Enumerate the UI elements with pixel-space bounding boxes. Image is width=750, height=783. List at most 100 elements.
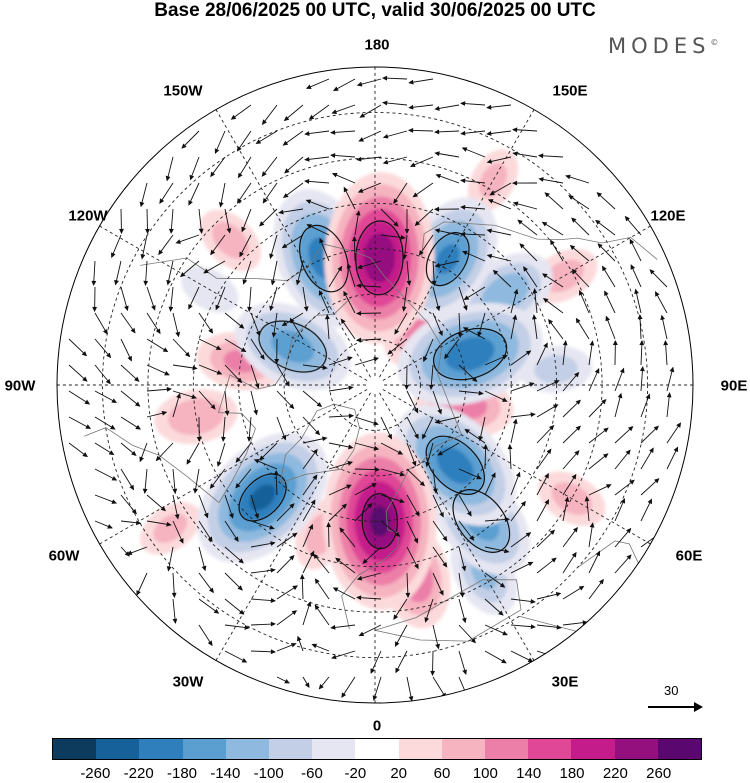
wind-vector-head xyxy=(464,428,470,434)
wind-vector-head xyxy=(210,404,216,410)
latitude-circle xyxy=(192,202,558,568)
wind-vector-head xyxy=(306,601,312,607)
wind-vector-head xyxy=(356,156,362,162)
wind-vector-head xyxy=(134,376,140,382)
wind-vector-head xyxy=(554,380,560,385)
wind-vector-head xyxy=(304,156,310,162)
wind-vector-head xyxy=(229,513,234,519)
wind-vector-head xyxy=(304,179,310,184)
wind-vector-head xyxy=(242,279,248,285)
colorbar-tick-label: 220 xyxy=(602,765,628,782)
wind-vector-head xyxy=(299,573,305,580)
wind-vector-head xyxy=(168,306,174,312)
wind-vector-head xyxy=(111,499,118,504)
colorbar-swatch xyxy=(657,739,702,759)
wind-vector-head xyxy=(110,424,116,430)
anomaly-contour-fill xyxy=(435,244,460,274)
wind-vector-head xyxy=(259,354,265,360)
anomaly-contour-fill xyxy=(168,398,224,435)
wind-vector-head xyxy=(241,226,246,233)
wind-vector-head xyxy=(359,113,366,118)
wind-vector-head xyxy=(461,617,467,624)
wind-vector-head xyxy=(304,131,310,136)
wind-vector-head xyxy=(161,410,168,416)
wind-vector-head xyxy=(305,84,312,89)
colorbar-swatch xyxy=(485,739,529,759)
wind-vector-head xyxy=(634,288,639,295)
wind-vector-head xyxy=(289,555,295,561)
wind-vector-head xyxy=(486,159,493,164)
wind-vector-head xyxy=(630,264,636,270)
wind-vector xyxy=(510,382,534,392)
wind-vector-head xyxy=(571,268,578,275)
wind-vector-head xyxy=(433,206,440,212)
wind-vector-head xyxy=(198,228,204,234)
wind-vector-head xyxy=(337,265,343,272)
wind-vector-head xyxy=(181,143,187,149)
wind-vector-head xyxy=(439,590,444,596)
wind-vector-head xyxy=(478,390,484,396)
geopotential-contour-line xyxy=(238,473,287,522)
lon-label-0: 0 xyxy=(372,717,382,735)
wind-vector-head xyxy=(422,433,427,440)
wind-vector-head xyxy=(326,521,332,528)
anomaly-contour-fill xyxy=(212,222,249,259)
wind-vector-head xyxy=(428,384,434,390)
wind-vector-head xyxy=(512,418,518,424)
wind-vector-head xyxy=(507,443,513,450)
wind-vector-head xyxy=(394,641,400,647)
wind-vector-head xyxy=(308,523,314,530)
wind-vector-head xyxy=(131,508,137,515)
wind-vector-head xyxy=(318,290,324,296)
wind-vector-head xyxy=(663,340,669,346)
wind-vector-head xyxy=(339,527,345,533)
wind-vector-head xyxy=(578,289,584,296)
wind-vector-head xyxy=(255,139,262,144)
wind-vector-head xyxy=(303,306,309,312)
wind-vector-head xyxy=(207,536,213,543)
modes-logo: MODES© xyxy=(608,34,718,58)
wind-vector xyxy=(224,494,234,518)
wind-vector-head xyxy=(407,128,414,133)
wind-vector xyxy=(302,499,316,522)
latitude-circle xyxy=(101,111,649,659)
colorbar-swatch xyxy=(571,739,615,759)
wind-vector-head xyxy=(238,323,245,329)
wind-vector-head xyxy=(166,521,172,527)
wind-vector-head xyxy=(565,174,571,180)
wind-vector-head xyxy=(541,221,548,227)
wind-vector-head xyxy=(184,351,191,358)
wind-vector-head xyxy=(669,366,675,373)
wind-vector-head xyxy=(653,425,659,431)
wind-vector-head xyxy=(374,467,381,472)
wind-vector-head xyxy=(174,514,180,520)
wind-vector-head xyxy=(135,424,141,430)
wind-vector-head xyxy=(332,86,339,91)
wind-vector-head xyxy=(346,484,352,490)
wind-vector-head xyxy=(393,221,399,227)
wind-vector-head xyxy=(210,171,216,178)
wind-vector-head xyxy=(408,696,414,702)
wind-vector-head xyxy=(239,251,244,258)
lon-label-60w: 60W xyxy=(48,547,80,565)
wind-vector-head xyxy=(637,313,643,320)
lon-label-30e: 30E xyxy=(551,673,579,691)
wind-vector-head xyxy=(649,447,654,454)
wind-vector-head xyxy=(135,520,142,526)
wind-vector-head xyxy=(102,328,108,335)
wind-vector-head xyxy=(347,356,353,362)
wind-vector-head xyxy=(571,551,577,558)
wind-vector-head xyxy=(236,198,242,204)
wind-vector-head xyxy=(571,473,577,480)
wind-vector-head xyxy=(435,643,440,650)
wind-vector-head xyxy=(548,424,555,431)
wind-vector-head xyxy=(235,482,241,489)
wind-vector-head xyxy=(409,162,416,167)
wind-vector-head xyxy=(319,237,324,244)
colorbar xyxy=(52,738,702,760)
wind-vector-head xyxy=(461,147,468,152)
wind-vector-head xyxy=(331,654,337,660)
wind-vector-head xyxy=(544,499,550,505)
wind-vector-head xyxy=(393,614,399,620)
wind-vector-head xyxy=(459,231,466,237)
